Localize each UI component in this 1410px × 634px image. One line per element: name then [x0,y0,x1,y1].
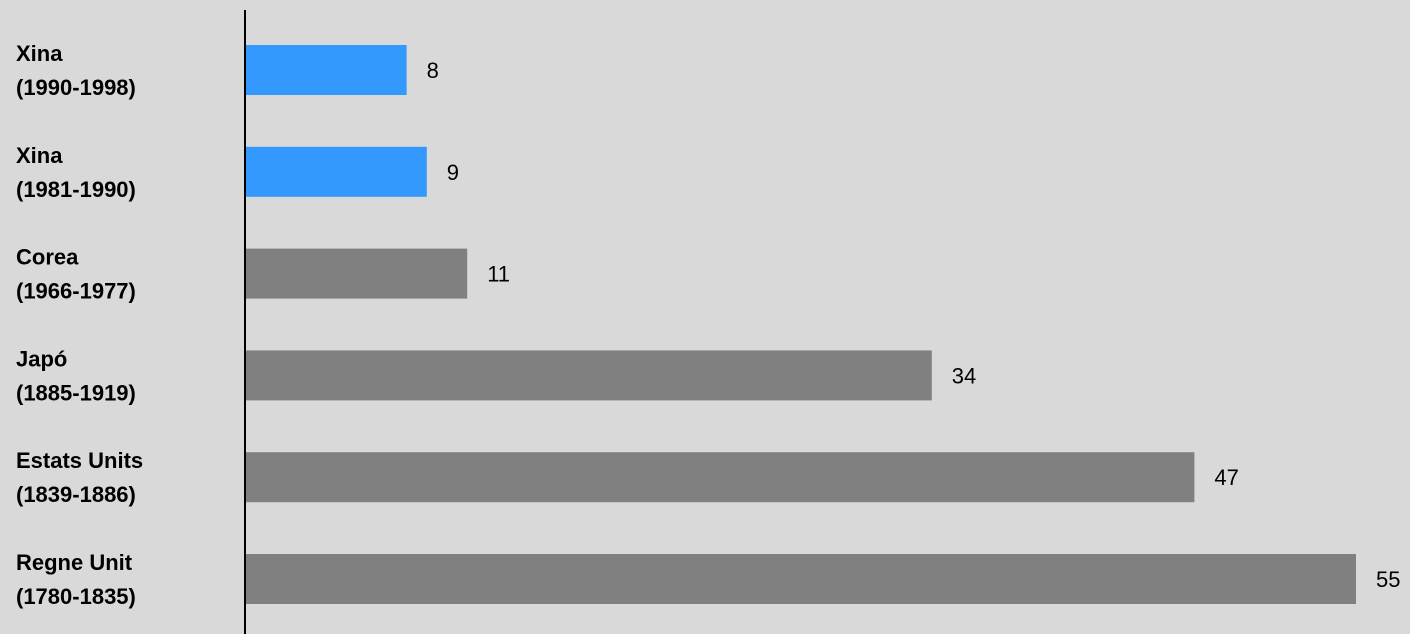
category-label-5-line-0: Regne Unit [16,550,133,575]
value-label-4: 47 [1214,465,1238,490]
category-label-3-line-0: Japó [16,346,67,371]
category-label-2: Corea (1966-1977) [16,245,136,304]
bar-3 [245,350,932,401]
bar-5 [245,554,1356,604]
category-label-3: Japó (1885-1919) [16,346,136,405]
value-labels-group: 8 9 11 34 47 55 [427,58,1401,592]
category-label-3-line-1: (1885-1919) [16,380,136,405]
category-label-1: Xina (1981-1990) [16,143,136,202]
category-label-1-line-0: Xina [16,143,63,168]
category-label-5-line-1: (1780-1835) [16,584,136,609]
category-label-0-line-1: (1990-1998) [16,75,136,100]
value-label-1: 9 [447,160,459,185]
category-labels-group: Xina (1990-1998) Xina (1981-1990) Corea (1966… [16,41,143,609]
category-label-2-line-0: Corea [16,245,79,270]
category-label-4: Estats Units (1839-1886) [16,448,143,507]
category-label-1-line-1: (1981-1990) [16,177,136,202]
value-label-5: 55 [1376,567,1400,592]
value-label-2: 11 [487,262,510,287]
bar-0 [245,45,407,95]
bar-4 [245,452,1195,503]
category-label-4-line-1: (1839-1886) [16,482,136,507]
category-label-5: Regne Unit (1780-1835) [16,550,136,609]
value-label-3: 34 [952,363,976,388]
category-label-2-line-1: (1966-1977) [16,279,136,304]
bars-group [245,45,1356,604]
category-label-0-line-0: Xina [16,41,63,66]
value-label-0: 8 [427,58,439,83]
bar-1 [245,146,427,197]
bar-2 [245,248,468,299]
category-label-4-line-0: Estats Units [16,448,143,473]
category-label-0: Xina (1990-1998) [16,41,136,100]
